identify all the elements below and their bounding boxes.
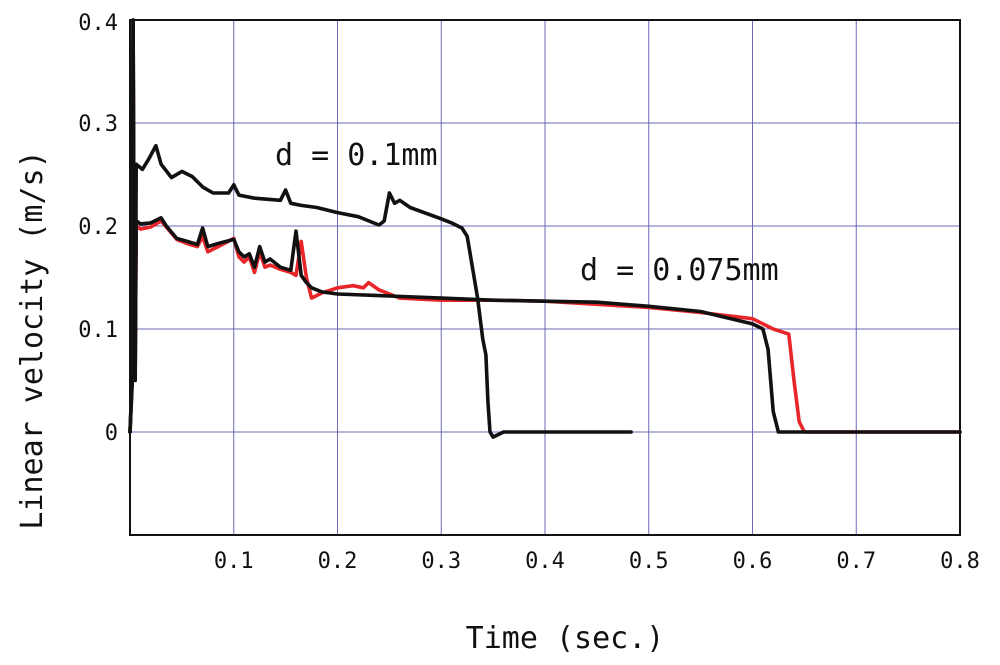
x-tick-label: 0.3: [421, 549, 461, 574]
grid: [130, 19, 961, 535]
y-tick-label: 0.1: [78, 318, 118, 343]
plot-frame: [129, 19, 961, 536]
tick-labels: 0.1 0.2 0.3 0.4 0.5 0.6 0.7 0.8 0 0.1 0.2 0.3 0.4: [78, 11, 980, 574]
annotation-d-0-1mm: d = 0.1mm: [275, 138, 438, 173]
x-tick-label: 0.5: [629, 549, 669, 574]
y-tick-label: 0.4: [78, 11, 118, 36]
y-tick-label: 0.3: [78, 112, 118, 137]
series-line-2: [128, 18, 962, 434]
y-tick-label: 0: [105, 421, 118, 446]
series-line-3: [128, 18, 633, 439]
series-layer: [128, 18, 962, 439]
x-tick-label: 0.6: [733, 549, 773, 574]
x-tick-label: 0.8: [940, 549, 980, 574]
x-tick-label: 0.7: [836, 549, 876, 574]
x-tick-label: 0.2: [318, 549, 358, 574]
annotation-d-0-075mm: d = 0.075mm: [580, 253, 779, 288]
x-axis-title: Time (sec.): [466, 621, 665, 656]
y-tick-label: 0.2: [78, 215, 118, 240]
x-tick-label: 0.1: [214, 549, 254, 574]
y-axis-title: Linear velocity (m/s): [15, 150, 50, 529]
x-tick-label: 0.4: [525, 549, 565, 574]
